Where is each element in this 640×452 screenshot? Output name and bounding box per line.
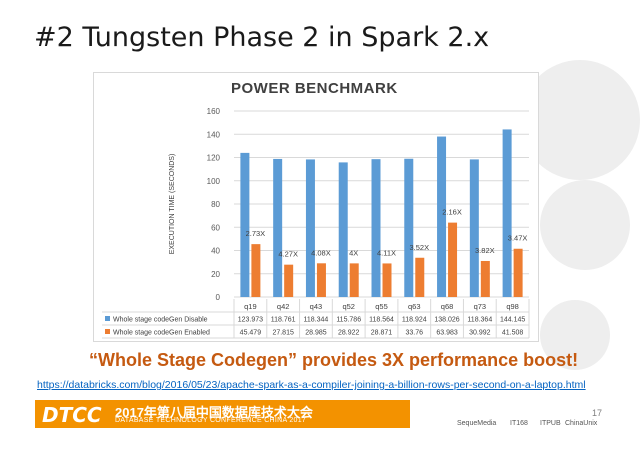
x-tick-label: q73	[474, 302, 487, 311]
x-tick-label: q63	[408, 302, 421, 311]
source-link[interactable]: https://databricks.com/blog/2016/05/23/a…	[37, 379, 586, 391]
y-tick-label: 20	[211, 270, 220, 279]
conference-title: 2017年第八届中国数据库技术大会	[115, 405, 313, 420]
bar-disabled	[469, 159, 479, 297]
data-table-cell: 118.344	[304, 317, 329, 324]
bar-disabled	[404, 158, 414, 297]
sponsor-logo: ChinaUnix	[565, 420, 598, 427]
chart-container: POWER BENCHMARK EXECUTION TIME (SECONDS)…	[93, 72, 539, 342]
slide-title: #2 Tungsten Phase 2 in Spark 2.x	[34, 22, 490, 53]
speedup-label: 4.27X	[278, 250, 298, 259]
bar-enabled	[382, 263, 392, 297]
chart-title: POWER BENCHMARK	[231, 80, 398, 97]
background-gear-decoration	[520, 60, 640, 180]
footer-bar: DTCC 2017年第八届中国数据库技术大会 DATABASE TECHNOLO…	[35, 400, 610, 440]
x-tick-label: q19	[244, 302, 257, 311]
data-table-cell: 144.145	[500, 317, 525, 324]
data-table-cell: 118.761	[271, 317, 296, 324]
bar-disabled	[437, 136, 447, 297]
footer-banner: DTCC 2017年第八届中国数据库技术大会 DATABASE TECHNOLO…	[35, 400, 410, 428]
y-tick-label: 40	[211, 247, 220, 256]
chart-plot: EXECUTION TIME (SECONDS) 0 20 40 60 80 100 120 1…	[102, 107, 530, 339]
speedup-label: 4.08X	[311, 248, 331, 257]
x-tick-label: q52	[342, 302, 355, 311]
bar-disabled	[502, 129, 512, 297]
bar-enabled	[251, 244, 261, 297]
legend-entry: Whole stage codeGen Enabled	[113, 330, 210, 337]
data-table-cell: 118.924	[402, 317, 427, 324]
x-tick-label: q42	[277, 302, 290, 311]
data-table-cell: 28.922	[338, 330, 360, 337]
data-table-cell: 123.973	[238, 317, 263, 324]
speedup-label: 2.73X	[246, 229, 266, 238]
speedup-label: 3.47X	[508, 234, 528, 243]
data-table-cell: 118.364	[467, 317, 492, 324]
y-tick-label: 80	[211, 200, 220, 209]
sponsor-logo: SequeMedia	[457, 420, 497, 427]
speedup-label: 4.11X	[377, 248, 396, 257]
data-table-cell: 138.026	[434, 317, 459, 324]
data-table-cell: 27.815	[272, 330, 294, 337]
background-gear-decoration	[540, 300, 610, 370]
y-tick-label: 0	[216, 293, 221, 302]
data-table-cell: 41.508	[502, 330, 524, 337]
bar-disabled	[338, 162, 348, 297]
bar-enabled	[448, 222, 458, 297]
data-table-cell: 118.564	[369, 317, 394, 324]
y-tick-label: 60	[211, 223, 220, 232]
background-gear-decoration	[540, 180, 630, 270]
tagline: “Whole Stage Codegen” provides 3X perfor…	[89, 350, 579, 370]
speedup-label: 3.52X	[409, 243, 429, 252]
conference-subtitle: DATABASE TECHNOLOGY CONFERENCE CHINA 201…	[115, 417, 307, 424]
speedup-label: 2.16X	[442, 208, 462, 217]
y-tick-label: 160	[207, 107, 221, 116]
dtcc-logo: DTCC	[42, 403, 102, 427]
bar-enabled	[284, 264, 294, 297]
y-axis-label: EXECUTION TIME (SECONDS)	[169, 154, 176, 255]
bar-disabled	[371, 159, 381, 297]
bar-enabled	[480, 260, 490, 297]
sponsor-logo: ITPUB	[540, 420, 561, 427]
data-table-cell: 33.76	[406, 330, 424, 337]
legend-swatch	[105, 316, 110, 321]
x-tick-label: q98	[506, 302, 519, 311]
bar-enabled	[415, 257, 425, 297]
speedup-label: 4X	[349, 248, 358, 257]
bar-disabled	[240, 152, 250, 297]
data-table-cell: 45.479	[240, 330, 262, 337]
y-tick-label: 120	[207, 154, 221, 163]
data-table-cell: 28.871	[371, 330, 393, 337]
y-tick-label: 140	[207, 130, 221, 139]
bar-enabled	[513, 248, 523, 297]
x-tick-label: q43	[310, 302, 323, 311]
legend-entry: Whole stage codeGen Disable	[113, 317, 208, 324]
bar-enabled	[316, 263, 326, 297]
bar-disabled	[273, 158, 283, 297]
legend-swatch	[105, 329, 110, 334]
y-tick-label: 100	[207, 177, 221, 186]
data-table-cell: 63.983	[436, 330, 458, 337]
data-table-cell: 115.786	[336, 317, 361, 324]
x-tick-label: q55	[375, 302, 388, 311]
page-number: 17	[591, 408, 602, 418]
data-table-cell: 30.992	[469, 330, 491, 337]
bar-enabled	[349, 263, 359, 297]
x-tick-label: q68	[441, 302, 454, 311]
sponsor-logo: IT168	[510, 420, 528, 427]
speedup-label: 3.82X	[475, 246, 495, 255]
data-table-cell: 28.985	[305, 330, 327, 337]
bar-disabled	[305, 159, 315, 297]
